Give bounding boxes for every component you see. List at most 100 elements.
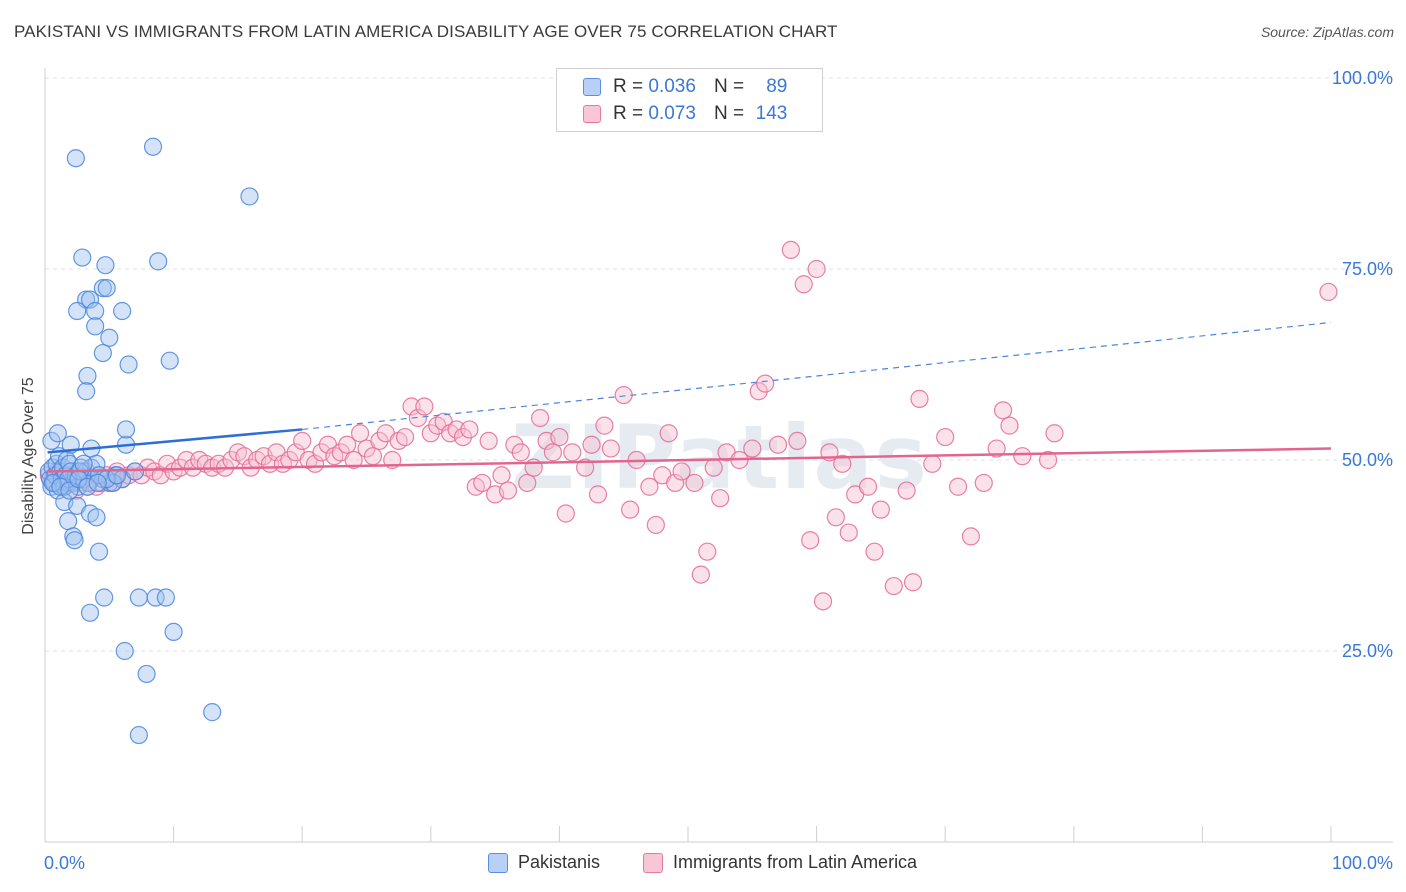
point-pakistanis (95, 588, 114, 607)
point-latin-america (421, 424, 440, 443)
point-latin-america (518, 473, 537, 493)
point-pakistanis (80, 603, 100, 622)
point-latin-america (402, 397, 421, 416)
point-latin-america (338, 435, 357, 454)
point-latin-america (756, 374, 775, 393)
point-latin-america (473, 473, 492, 493)
point-latin-america (415, 397, 434, 416)
series-legend: Pakistanis Immigrants from Latin America (0, 852, 1406, 878)
point-pakistanis (164, 622, 183, 642)
legend-r-label: R = (613, 76, 644, 97)
trend-line-pakistanis (47, 428, 303, 454)
point-latin-america (813, 592, 833, 611)
point-latin-america (910, 389, 929, 408)
trend-lines (47, 321, 1332, 473)
series-legend-pakistanis: Pakistanis (488, 852, 600, 873)
point-latin-america (492, 466, 511, 485)
point-latin-america (743, 439, 762, 458)
point-pakistanis (97, 279, 116, 298)
point-latin-america (923, 454, 942, 473)
point-latin-america (595, 416, 614, 435)
point-latin-america (1319, 282, 1338, 302)
point-latin-america (794, 275, 813, 294)
point-latin-america (556, 504, 575, 523)
point-pakistanis (86, 317, 105, 336)
point-latin-america (839, 523, 858, 542)
point-pakistanis (60, 454, 79, 473)
point-latin-america (768, 435, 788, 454)
point-latin-america (479, 431, 498, 450)
point-pakistanis (160, 351, 179, 370)
point-latin-america (170, 458, 190, 477)
point-latin-america (505, 435, 524, 454)
axes (44, 68, 1393, 843)
series-legend-latin-america: Immigrants from Latin America (643, 852, 917, 873)
point-latin-america (350, 424, 370, 443)
points-pakistanis (39, 137, 259, 745)
point-latin-america (781, 240, 800, 259)
point-latin-america (666, 473, 685, 493)
point-latin-america (305, 454, 325, 473)
point-latin-america (601, 439, 620, 458)
point-latin-america (672, 462, 691, 481)
point-latin-america (543, 443, 563, 462)
legend-row-pakistanis: R = 0.036 N = 89 (583, 74, 787, 100)
point-latin-america (370, 431, 389, 450)
point-latin-america (280, 450, 299, 470)
point-latin-america (550, 427, 569, 447)
point-pakistanis (93, 279, 112, 298)
legend-n-value: 143 (755, 103, 788, 124)
point-latin-america (576, 458, 595, 477)
point-pakistanis (146, 588, 165, 607)
point-latin-america (460, 420, 479, 439)
legend-n-value: 89 (766, 76, 788, 97)
point-pakistanis (87, 508, 106, 527)
point-latin-america (640, 477, 659, 496)
point-latin-america (691, 565, 710, 584)
point-pakistanis (86, 301, 105, 321)
chart-title: PAKISTANI VS IMMIGRANTS FROM LATIN AMERI… (14, 22, 838, 41)
point-pakistanis (113, 301, 132, 321)
point-pakistanis (48, 424, 67, 443)
point-pakistanis (149, 252, 168, 271)
point-latin-america (531, 408, 550, 428)
point-latin-america (293, 431, 312, 450)
point-pakistanis (88, 473, 107, 493)
point-pakistanis (87, 454, 106, 473)
point-pakistanis (78, 366, 97, 386)
point-latin-america (698, 542, 717, 561)
point-latin-america (987, 439, 1006, 458)
tick-labels: 100.0% 75.0% 50.0% 25.0% 0.0% 100.0% (44, 68, 1393, 873)
y-axis-label: Disability Age Over 75 (20, 377, 37, 535)
point-latin-america (903, 573, 923, 592)
point-latin-america (801, 531, 820, 550)
point-pakistanis (68, 301, 87, 321)
legend-r-value: 0.036 (648, 76, 696, 97)
point-latin-america (453, 427, 473, 447)
point-latin-america (884, 576, 903, 596)
series-label-latin-america: Immigrants from Latin America (673, 852, 918, 872)
point-pakistanis (93, 343, 112, 363)
point-latin-america (344, 450, 363, 470)
point-pakistanis (129, 588, 148, 607)
point-pakistanis (115, 641, 134, 661)
legend-r-value: 0.073 (648, 103, 696, 124)
legend-swatch-latin-america (583, 105, 601, 123)
point-pakistanis (156, 588, 175, 607)
trend-line-latin-america (47, 447, 1332, 473)
point-latin-america (408, 408, 428, 428)
point-latin-america (646, 515, 665, 535)
point-latin-america (711, 489, 730, 508)
point-latin-america (511, 443, 530, 462)
point-latin-america (749, 382, 768, 401)
point-pakistanis (96, 256, 115, 275)
point-latin-america (826, 508, 845, 527)
point-pakistanis (203, 703, 222, 722)
point-latin-america (498, 481, 518, 500)
series-swatch-latin-america (643, 852, 663, 873)
point-latin-america (659, 424, 678, 443)
y-tick-label: 50.0% (1342, 450, 1393, 470)
point-latin-america (1038, 450, 1058, 470)
point-pakistanis (116, 420, 136, 439)
